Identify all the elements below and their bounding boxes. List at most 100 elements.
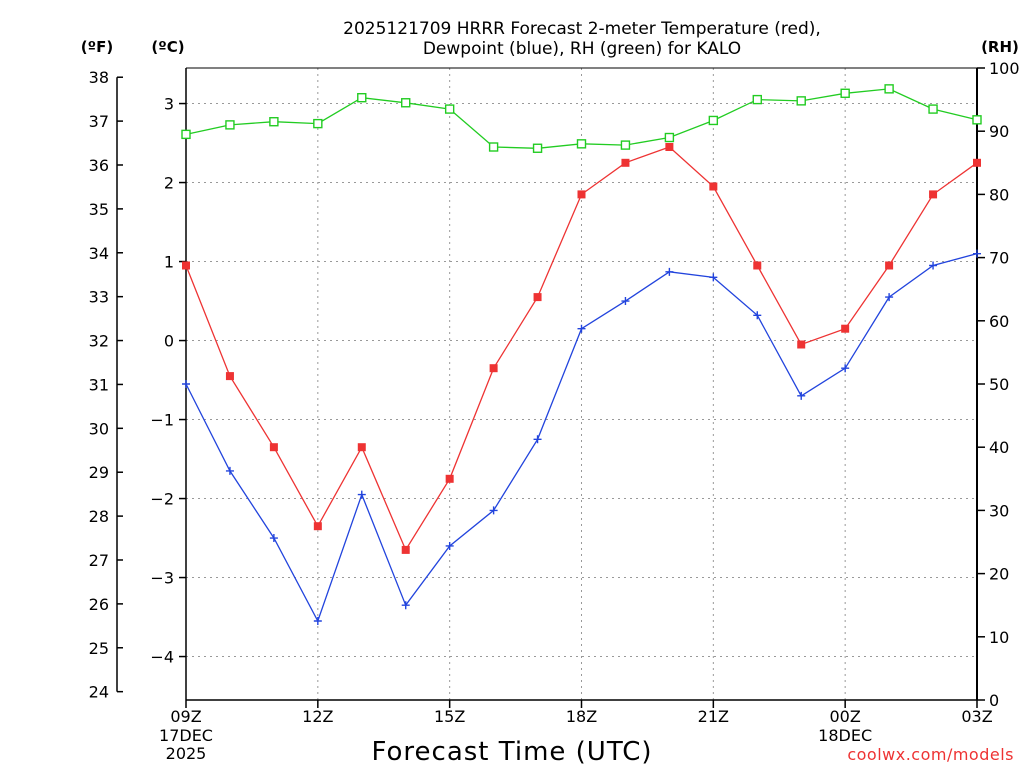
- dewpoint-point: [269, 534, 278, 543]
- dewpoint-point: [665, 267, 674, 276]
- x-tick-date: 17DEC: [159, 726, 213, 745]
- celsius-tick-label: 0: [164, 332, 174, 351]
- dewpoint-point: [797, 391, 806, 400]
- fahrenheit-tick-label: 31: [89, 375, 109, 394]
- dewpoint-point: [225, 466, 234, 475]
- temperature-point: [533, 293, 542, 302]
- temperature-point: [269, 443, 278, 452]
- fahrenheit-tick-label: 24: [89, 683, 109, 702]
- rh-tick-label: 50: [989, 375, 1009, 394]
- temperature-point: [621, 158, 630, 167]
- celsius-axis-label: (ºC): [151, 38, 184, 56]
- rh-point: [752, 94, 762, 105]
- celsius-tick-label: −4: [150, 648, 174, 667]
- celsius-tick-label: −2: [150, 490, 174, 509]
- rh-point: [884, 84, 894, 94]
- dewpoint-point: [401, 601, 410, 610]
- fahrenheit-tick-label: 25: [89, 639, 109, 658]
- fahrenheit-tick-label: 26: [89, 595, 109, 614]
- dewpoint-point: [533, 435, 542, 444]
- rh-point: [796, 96, 806, 106]
- celsius-tick-label: 2: [164, 174, 174, 193]
- rh-tick-label: 90: [989, 122, 1009, 141]
- fahrenheit-tick-label: 35: [89, 200, 109, 219]
- dewpoint-point: [929, 261, 938, 270]
- dewpoint-point: [357, 490, 366, 499]
- rh-tick-label: 80: [989, 185, 1009, 204]
- temperature-point: [973, 158, 981, 167]
- temperature-point: [709, 182, 718, 191]
- rh-point: [840, 88, 850, 98]
- temperature-point: [225, 372, 234, 381]
- grid-lines: [186, 68, 977, 700]
- x-tick-label: 09Z: [170, 707, 201, 726]
- chart-title-line1: 2025121709 HRRR Forecast 2-meter Tempera…: [343, 19, 821, 39]
- rh-point: [532, 143, 543, 153]
- dewpoint-point: [182, 380, 190, 388]
- temperature-point: [929, 190, 938, 199]
- rh-point: [401, 98, 411, 108]
- rh-tick-label: 40: [989, 438, 1009, 457]
- temperature-point: [841, 324, 850, 333]
- rh-tick-label: 60: [989, 312, 1009, 331]
- x-tick-label: 18Z: [566, 707, 597, 726]
- fahrenheit-tick-label: 27: [89, 551, 109, 570]
- fahrenheit-tick-label: 33: [89, 288, 109, 307]
- temperature-point: [357, 443, 366, 452]
- rh-tick-label: 20: [989, 565, 1009, 584]
- rh-point: [313, 118, 323, 129]
- rh-point: [576, 139, 587, 149]
- dewpoint-point: [753, 311, 762, 320]
- rh-axis-label: (RH): [981, 38, 1019, 56]
- rh-point: [972, 115, 982, 125]
- rh-tick-label: 100: [989, 59, 1020, 78]
- dewpoint-point: [841, 364, 850, 373]
- temperature-point: [577, 190, 586, 199]
- chart-title-line2: Dewpoint (blue), RH (green) for KALO: [423, 39, 741, 59]
- rh-tick-label: 10: [989, 628, 1009, 647]
- temperature-point: [182, 261, 190, 270]
- fahrenheit-axis-label: (ºF): [81, 38, 113, 56]
- fahrenheit-tick-label: 30: [89, 419, 109, 438]
- dewpoint-point: [621, 297, 630, 306]
- fahrenheit-tick-label: 29: [89, 463, 109, 482]
- x-axis-title: Forecast Time (UTC): [371, 737, 652, 767]
- celsius-tick-label: 3: [164, 95, 174, 114]
- axes: [116, 67, 985, 708]
- fahrenheit-tick-label: 36: [89, 156, 109, 175]
- dewpoint-point: [885, 293, 894, 302]
- rh-point: [357, 93, 367, 103]
- x-tick-label: 00Z: [830, 707, 861, 726]
- rh-point: [269, 117, 279, 127]
- data-series: [181, 84, 982, 625]
- dewpoint-point: [709, 273, 718, 282]
- x-tick-label: 12Z: [302, 707, 333, 726]
- rh-point: [620, 140, 631, 150]
- temperature-point: [797, 340, 806, 349]
- fahrenheit-tick-label: 28: [89, 507, 109, 526]
- dewpoint-point: [577, 324, 586, 333]
- temperature-point: [885, 261, 894, 270]
- x-tick-date: 18DEC: [818, 726, 872, 745]
- fahrenheit-tick-label: 34: [89, 244, 109, 263]
- x-tick-year: 2025: [166, 744, 207, 763]
- rh-tick-label: 0: [989, 691, 999, 710]
- temperature-point: [401, 545, 410, 554]
- celsius-tick-label: 1: [164, 253, 174, 272]
- dewpoint-point: [973, 249, 981, 258]
- rh-point: [444, 104, 455, 114]
- dewpoint-point: [313, 617, 322, 625]
- temperature-point: [665, 143, 674, 151]
- temperature-point: [313, 522, 322, 531]
- fahrenheit-tick-label: 38: [89, 68, 109, 87]
- dewpoint-point: [489, 506, 498, 515]
- rh-point: [225, 120, 235, 130]
- rh-point: [664, 132, 675, 143]
- rh-tick-label: 30: [989, 501, 1009, 520]
- fahrenheit-tick-label: 32: [89, 332, 109, 351]
- temperature-point: [489, 364, 498, 373]
- fahrenheit-tick-label: 37: [89, 112, 109, 131]
